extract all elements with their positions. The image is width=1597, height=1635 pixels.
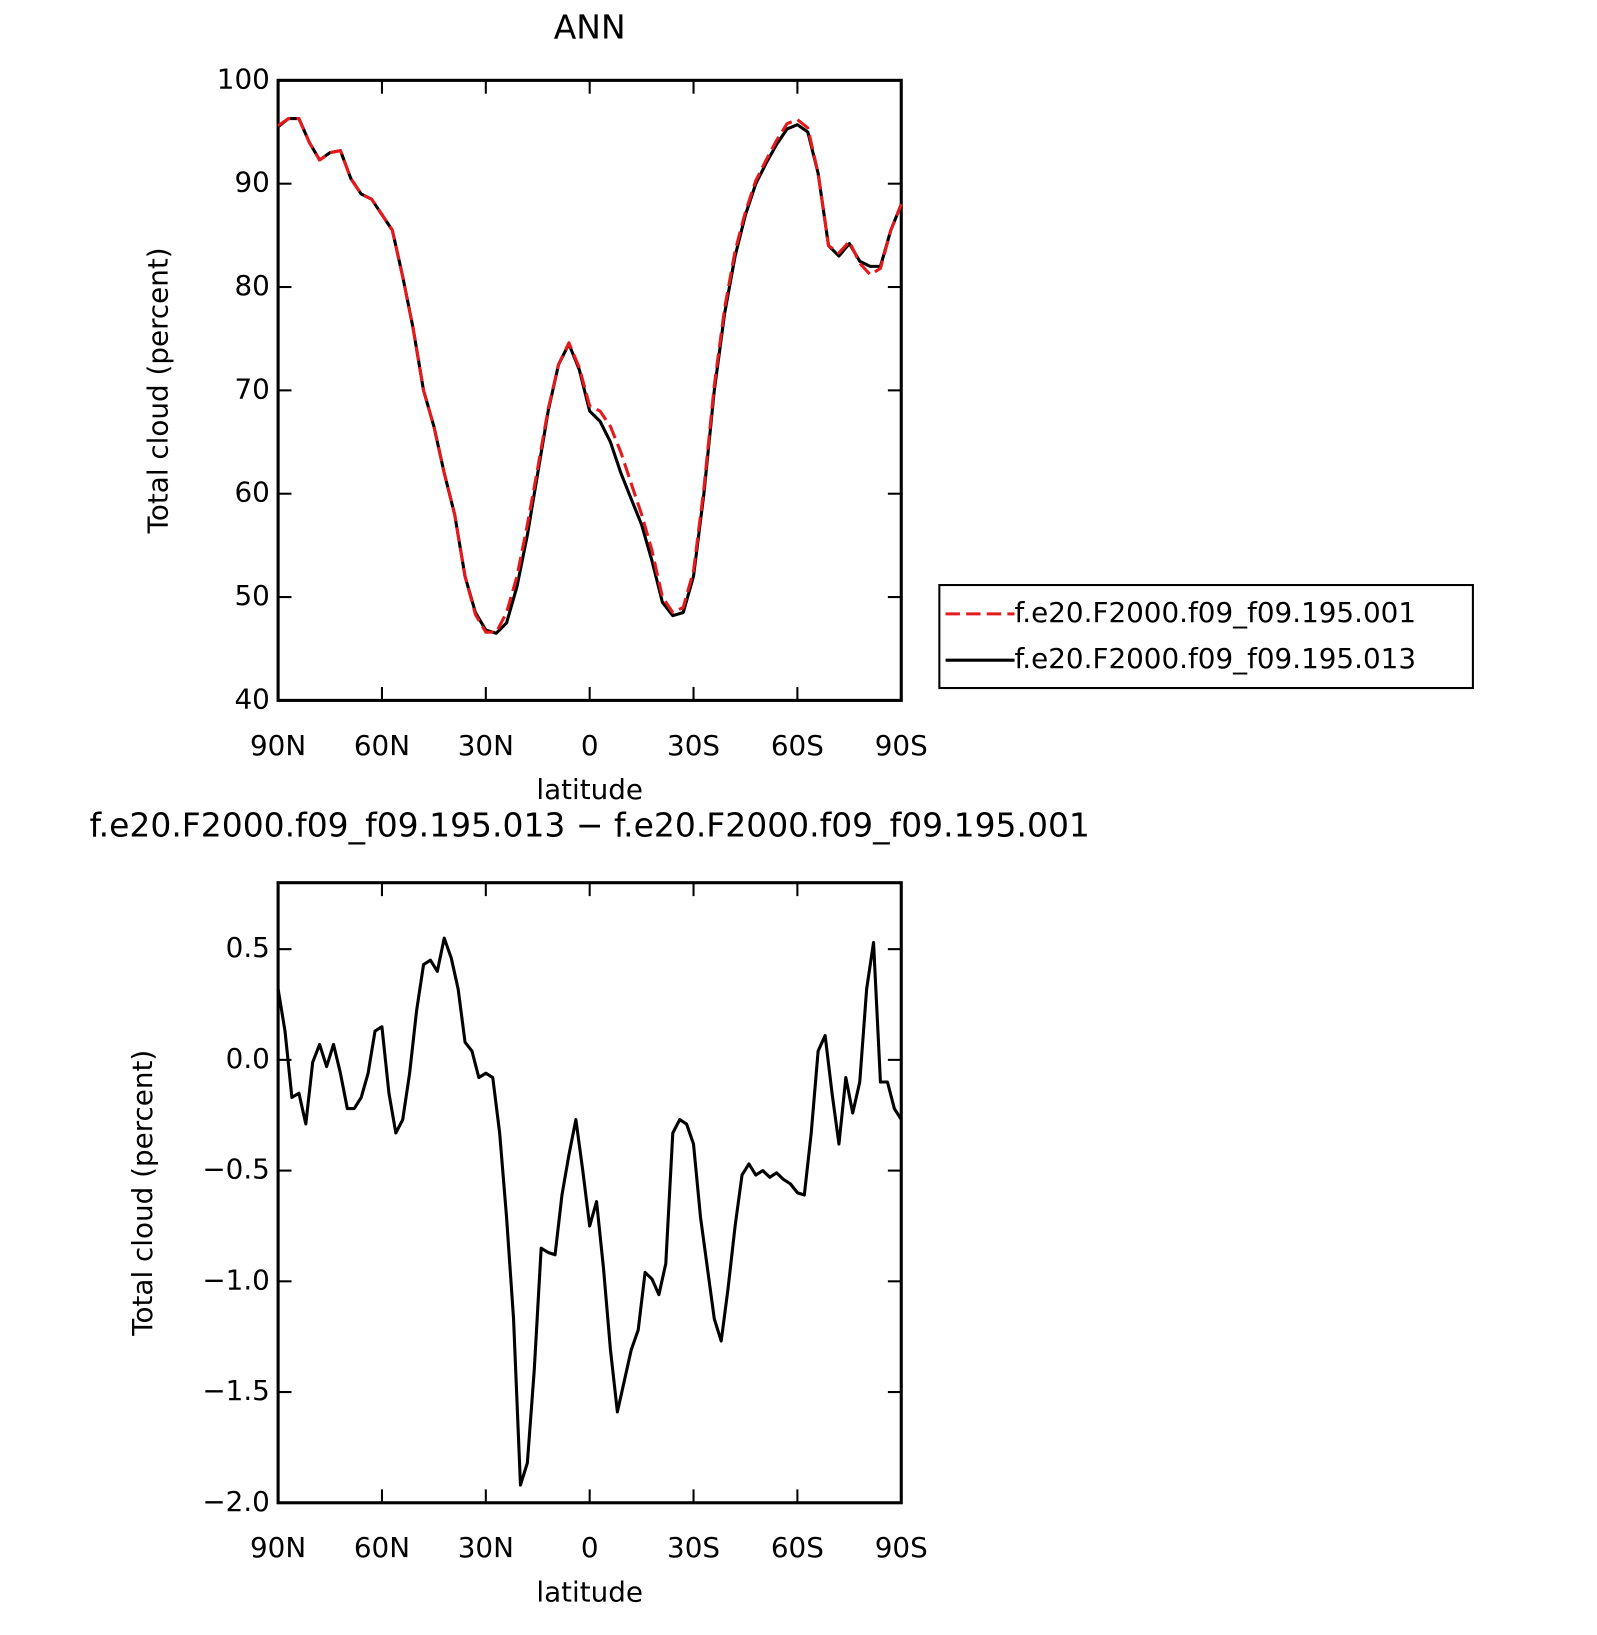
plot-frame [276, 78, 903, 702]
x-tick-label: 60S [771, 729, 824, 762]
x-tick-label: 60S [771, 1531, 824, 1564]
x-tick-label: 60N [354, 1531, 410, 1564]
x-axis-label: latitude [536, 1575, 643, 1608]
y-tick-label: 0.5 [226, 931, 270, 964]
x-tick-label: 90N [250, 729, 306, 762]
legend-label: f.e20.F2000.f09_f09.195.001 [1015, 596, 1416, 629]
y-tick-label: 40 [234, 682, 269, 715]
x-tick-label: 30N [458, 729, 514, 762]
chart-title: f.e20.F2000.f09_f09.195.013 − f.e20.F200… [89, 806, 1089, 845]
x-tick-label: 90N [250, 1531, 306, 1564]
x-tick-label: 90S [875, 729, 928, 762]
y-tick-label: −1.0 [202, 1263, 269, 1296]
y-tick-label: 100 [217, 62, 270, 95]
figure-content: ANN latitude Total cloud (percent) 90N 60N 30… [89, 7, 1474, 1608]
y-axis-label: Total cloud (percent) [142, 247, 175, 534]
x-tick-label: 90S [875, 1531, 928, 1564]
y-tick-label: 60 [234, 476, 269, 509]
y-tick-label: 70 [234, 372, 269, 405]
y-tick-label: −1.5 [202, 1374, 269, 1407]
x-tick-label: 30S [667, 729, 720, 762]
y-axis-label: Total cloud (percent) [126, 1050, 159, 1337]
y-tick-label: 90 [234, 166, 269, 199]
legend-label: f.e20.F2000.f09_f09.195.013 [1015, 642, 1416, 675]
x-tick-label: 30S [667, 1531, 720, 1564]
x-tick-label: 0 [581, 729, 599, 762]
x-tick-label: 60N [354, 729, 410, 762]
data-line [276, 936, 903, 1487]
y-tick-label: 0.0 [226, 1042, 270, 1075]
chart-title: ANN [554, 7, 626, 46]
y-tick-label: −2.0 [202, 1485, 269, 1518]
x-axis-label: latitude [536, 773, 643, 806]
y-tick-label: 80 [234, 269, 269, 302]
x-tick-label: 30N [458, 1531, 514, 1564]
data-line [277, 117, 903, 634]
y-tick-label: 50 [234, 579, 269, 612]
y-tick-label: −0.5 [202, 1153, 269, 1186]
data-line [277, 117, 903, 635]
x-tick-label: 0 [581, 1531, 599, 1564]
plot-frame [276, 881, 903, 1505]
legend-box [938, 584, 1474, 690]
